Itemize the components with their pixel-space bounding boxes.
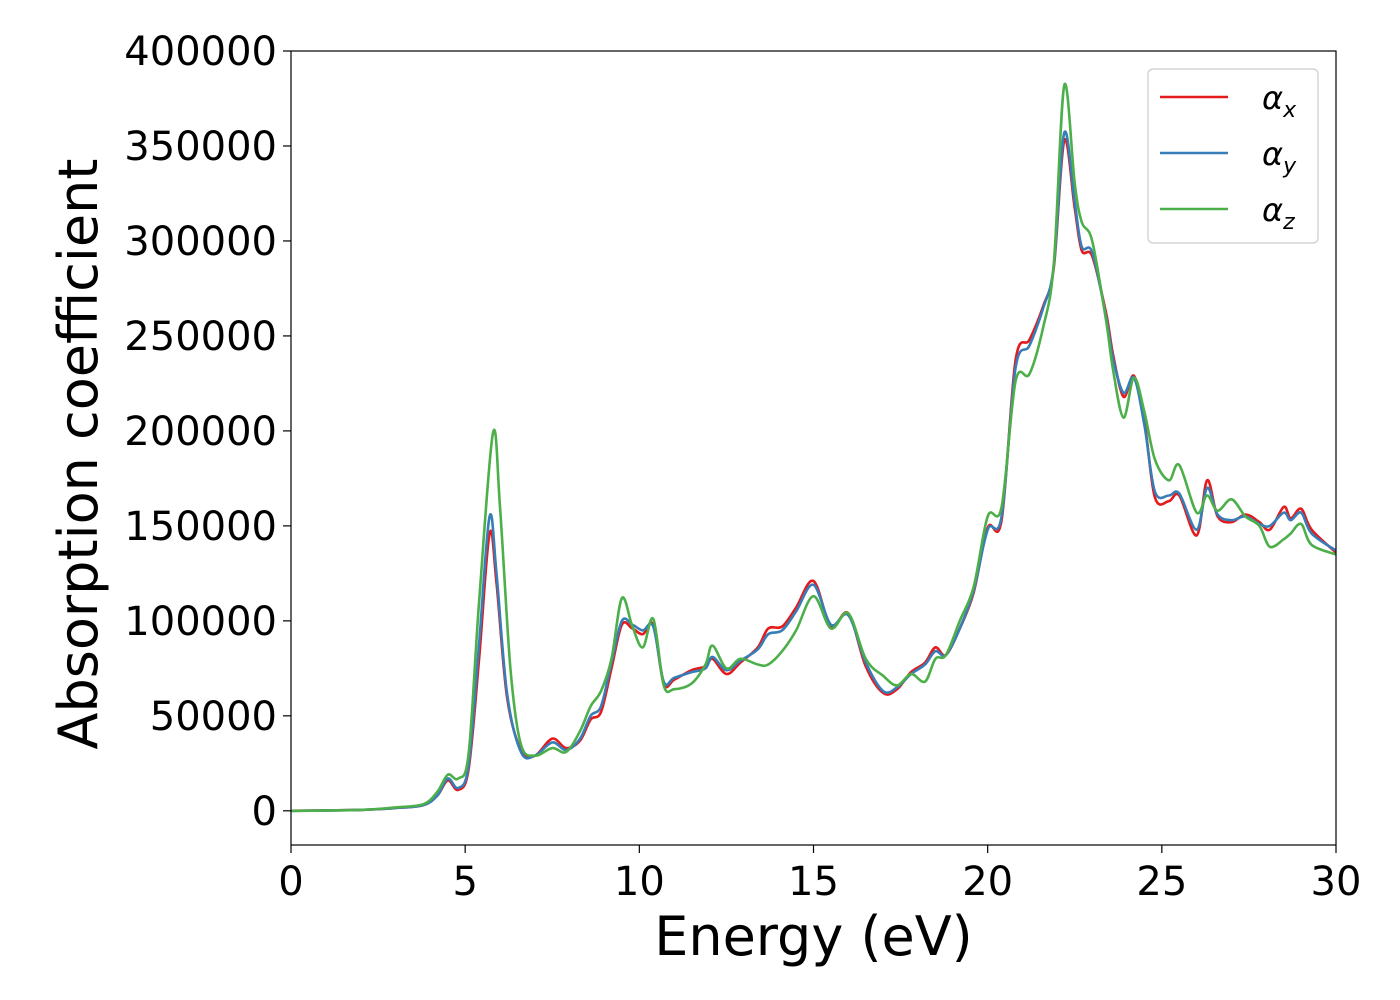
legend-box [1147,68,1319,244]
y-tick-label: 350000 [124,124,277,170]
x-tick-label: 30 [1311,859,1362,905]
y-tick-label: 100000 [124,599,277,645]
y-tick-label: 50000 [150,694,277,740]
x-axis: 0 5 10 15 20 25 30 [278,845,1361,905]
series-layer [291,82,1336,813]
y-tick-label: 300000 [124,219,277,265]
legend-label-y: αy [1262,135,1297,179]
y-tick-label: 0 [252,789,277,835]
x-tick-label: 0 [278,859,303,905]
y-tick-label: 200000 [124,409,277,455]
x-tick-label: 5 [452,859,477,905]
series-line-z [291,82,1336,813]
y-tick-label: 250000 [124,314,277,360]
y-axis: 0 50000 100000 150000 200000 250000 300000 3500… [124,29,291,835]
legend: αx αy αz [1147,68,1319,244]
legend-label-z: αz [1262,191,1295,235]
legend-label-x: αx [1262,79,1297,123]
series-line-y [291,130,1336,813]
x-tick-label: 25 [1136,859,1187,905]
y-tick-label: 150000 [124,504,277,550]
x-tick-label: 20 [962,859,1013,905]
x-tick-label: 15 [788,859,839,905]
y-tick-label: 400000 [124,29,277,75]
y-axis-label: Absorption coefficient [47,159,110,750]
x-axis-label: Energy (eV) [654,905,973,968]
x-tick-label: 10 [614,859,665,905]
